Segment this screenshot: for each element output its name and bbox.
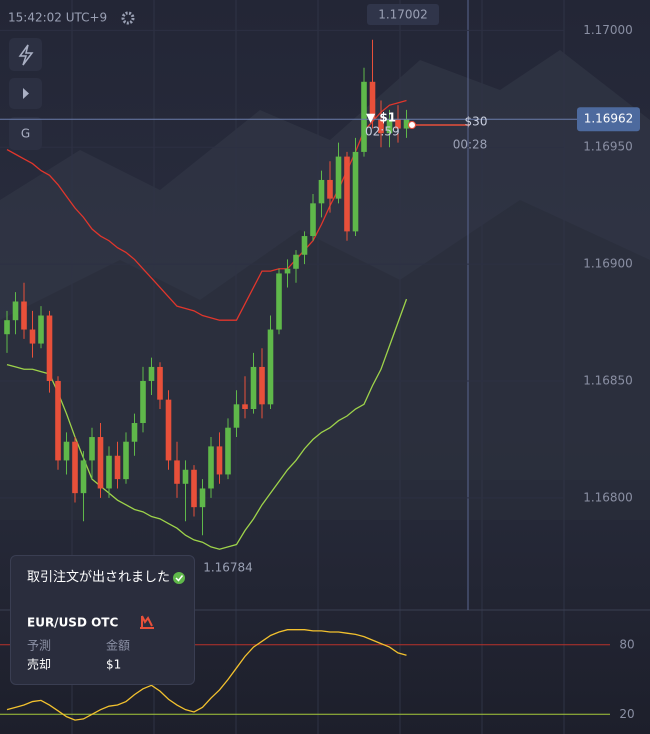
y-tick-label: 1.16950 <box>583 140 633 154</box>
candle-body <box>250 366 257 410</box>
settings-icon[interactable] <box>121 11 135 25</box>
candle-body <box>301 236 308 255</box>
candle-body <box>199 488 206 508</box>
candle-body <box>46 315 53 381</box>
candle-body <box>267 329 274 405</box>
candle-body <box>140 380 146 424</box>
candle-body <box>182 469 189 484</box>
candle-body <box>114 455 121 480</box>
candle-body <box>395 119 401 129</box>
trade-timer: 02:59 <box>365 125 400 139</box>
forecast: 売却 <box>27 657 51 672</box>
candle-body <box>318 179 325 204</box>
forecast-label: 予測 <box>27 639 51 653</box>
candle-body <box>12 301 19 321</box>
candle-body <box>191 469 197 508</box>
sell-icon <box>140 615 154 629</box>
y-tick-label: 20 <box>619 707 634 721</box>
amount: $1 <box>106 658 121 672</box>
candle-body <box>344 156 350 232</box>
candle-body <box>310 203 316 237</box>
countdown: 00:28 <box>453 138 488 152</box>
candle-body <box>352 151 359 232</box>
candle-body <box>4 320 10 335</box>
low-label: 1.16784 <box>203 561 253 575</box>
trade-dot <box>408 121 416 129</box>
y-tick-label: 80 <box>619 637 634 651</box>
candle-body <box>403 119 410 129</box>
crosshair-tag <box>367 4 439 25</box>
indicator-line <box>6 298 408 550</box>
check-icon <box>173 572 185 584</box>
candle-body <box>242 404 248 410</box>
candle-body <box>157 366 163 400</box>
check-mark <box>175 575 184 582</box>
candle-body <box>80 460 87 494</box>
candle-body <box>29 329 36 344</box>
candle-body <box>55 380 61 461</box>
candle-body <box>123 441 129 480</box>
crosshair-price: 1.17002 <box>378 8 428 22</box>
lightning-button[interactable] <box>9 38 42 71</box>
candle-body <box>38 315 44 344</box>
mountain <box>0 200 650 520</box>
candle-body <box>216 446 223 475</box>
y-tick-label: 1.16900 <box>583 257 633 271</box>
y-tick-label: 1.17000 <box>583 23 633 37</box>
candle-body <box>97 437 104 489</box>
candle-body <box>131 423 138 442</box>
candle-body <box>369 81 376 120</box>
candle-body <box>259 366 265 405</box>
candle-body <box>293 254 299 269</box>
candle-body <box>63 441 70 461</box>
trade-amount: ▼ $1 <box>366 111 396 125</box>
candle-body <box>89 437 95 461</box>
candle-body <box>233 404 240 428</box>
payout: $30 <box>465 115 488 129</box>
play-icon <box>23 88 29 99</box>
candle-body <box>208 446 214 489</box>
candle-body <box>327 179 333 199</box>
current-price: 1.16962 <box>584 112 634 126</box>
candle-body <box>106 455 112 489</box>
candle-body <box>148 366 155 381</box>
asset: EUR/USD OTC <box>27 616 118 630</box>
candle-body <box>72 441 78 494</box>
lightning-icon <box>18 44 34 66</box>
candle-body <box>335 156 342 199</box>
candle-body <box>378 119 384 134</box>
trade: ▼ $1 02:59 $30 00:28 <box>365 111 487 152</box>
candle-body <box>165 399 172 461</box>
clock: 15:42:02 UTC+9 <box>8 11 107 25</box>
candle-body <box>284 268 291 274</box>
candle-body <box>361 81 367 152</box>
notification-title: 取引注文が出されました <box>27 570 171 585</box>
y-tick-label: 1.16850 <box>583 373 633 387</box>
amount-label: 金額 <box>106 638 130 653</box>
g-button[interactable] <box>9 117 42 150</box>
notification: 取引注文が出されました EUR/USD OTC 予測 金額 売却 $1 <box>10 555 195 685</box>
indicator-line <box>6 629 407 721</box>
candle-body <box>21 301 27 330</box>
y-tick-label: 1.16800 <box>583 490 633 504</box>
current-price-tag <box>577 107 640 132</box>
candle-body <box>386 119 393 134</box>
notification-graphics: EUR/USD OTC 予測 金額 売却 $1 <box>27 572 185 672</box>
candle-body <box>276 273 282 330</box>
candle-body <box>225 427 231 475</box>
candle-body <box>174 460 180 484</box>
g-label: G <box>21 127 30 141</box>
